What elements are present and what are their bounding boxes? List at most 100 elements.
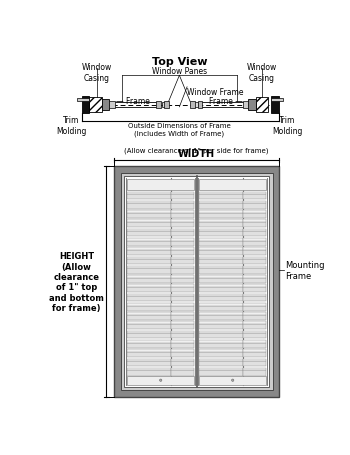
Bar	[194, 103, 198, 108]
Bar	[199, 259, 243, 265]
Bar	[243, 238, 266, 241]
Bar	[199, 192, 243, 195]
Bar	[171, 368, 194, 371]
Bar	[243, 213, 266, 218]
Bar	[243, 285, 266, 288]
Bar	[243, 222, 266, 228]
Bar	[127, 259, 171, 265]
Bar	[199, 377, 266, 385]
Bar	[127, 377, 194, 385]
Bar	[127, 359, 171, 361]
Bar	[199, 315, 243, 320]
Bar	[243, 368, 266, 371]
Bar	[199, 232, 243, 237]
Bar	[171, 250, 194, 255]
Bar	[127, 340, 171, 343]
Bar	[171, 241, 194, 246]
Bar	[243, 334, 266, 339]
Bar	[171, 229, 194, 232]
Bar	[127, 250, 171, 255]
Bar	[199, 331, 243, 334]
Bar	[243, 269, 266, 274]
Bar	[171, 294, 194, 297]
Bar	[199, 349, 243, 352]
Bar	[171, 297, 194, 302]
Bar	[199, 195, 243, 200]
Bar	[243, 331, 266, 334]
Bar	[127, 313, 171, 315]
Bar	[127, 361, 171, 366]
Bar	[127, 278, 171, 283]
Bar	[171, 222, 194, 228]
Bar	[243, 202, 266, 204]
Bar	[77, 98, 89, 101]
Bar	[171, 315, 194, 320]
Bar	[243, 324, 266, 329]
Bar	[127, 266, 171, 269]
Bar	[243, 340, 266, 343]
Text: (Allow clearance of 1" per side for frame): (Allow clearance of 1" per side for fram…	[125, 147, 269, 154]
Bar	[171, 269, 194, 274]
Bar	[199, 313, 243, 315]
Bar	[243, 211, 266, 213]
Bar	[127, 180, 194, 191]
Bar	[171, 288, 194, 293]
Bar	[199, 278, 243, 283]
Bar	[127, 269, 171, 274]
Bar	[127, 352, 171, 357]
Bar	[127, 294, 171, 297]
Bar	[171, 259, 194, 265]
Bar	[243, 278, 266, 283]
Bar	[127, 315, 171, 320]
Text: Outside Dimensions of Frame
(Includes Width of Frame): Outside Dimensions of Frame (Includes Wi…	[128, 123, 231, 136]
Bar	[127, 322, 171, 324]
Text: Window
Casing: Window Casing	[82, 63, 112, 82]
Bar	[243, 349, 266, 352]
Bar	[127, 229, 171, 232]
Bar	[199, 238, 243, 241]
Bar	[171, 322, 194, 324]
Bar	[243, 294, 266, 297]
Bar	[199, 334, 243, 339]
Bar	[171, 306, 194, 311]
Bar	[127, 285, 171, 288]
Text: Top View: Top View	[152, 57, 207, 67]
Bar	[243, 241, 266, 246]
Bar	[114, 167, 280, 397]
Bar	[171, 257, 194, 259]
Bar	[102, 100, 109, 111]
Bar	[171, 266, 194, 269]
Bar	[271, 98, 284, 101]
Bar	[199, 368, 243, 371]
Bar	[199, 211, 243, 213]
Bar	[127, 297, 171, 302]
Bar	[199, 222, 243, 228]
Bar	[127, 192, 171, 195]
Bar	[82, 97, 89, 114]
Bar	[171, 204, 194, 209]
Bar	[127, 211, 171, 213]
Bar	[243, 257, 266, 259]
Bar	[243, 303, 266, 306]
Bar	[199, 324, 243, 329]
Text: Trim
Molding: Trim Molding	[56, 116, 87, 136]
Bar	[199, 241, 243, 246]
Bar	[199, 220, 243, 222]
Bar	[171, 202, 194, 204]
Bar	[109, 102, 115, 108]
Bar	[199, 359, 243, 361]
Bar	[89, 98, 101, 113]
Bar	[127, 331, 171, 334]
Bar	[243, 102, 248, 108]
Bar	[171, 334, 194, 339]
Text: Trim
Molding: Trim Molding	[272, 116, 302, 136]
Bar	[171, 303, 194, 306]
Bar	[199, 269, 243, 274]
Bar	[243, 315, 266, 320]
Bar	[171, 238, 194, 241]
Bar	[243, 322, 266, 324]
Bar	[127, 349, 171, 352]
Bar	[199, 297, 243, 302]
Bar	[199, 303, 243, 306]
Bar	[127, 288, 171, 293]
